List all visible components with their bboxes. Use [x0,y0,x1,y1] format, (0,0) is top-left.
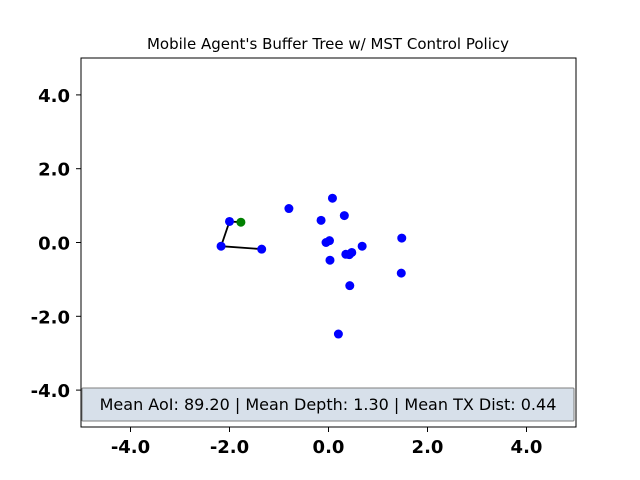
buffer-node-point [396,268,406,278]
buffer-node-point [397,233,407,243]
buffer-node-point [327,193,337,203]
x-axis: -4.0 -2.0 0.0 2.0 4.0 [111,427,543,458]
buffer-node-point [225,216,234,226]
y-tick-label: 2.0 [38,160,70,181]
y-tick-label: 0.0 [38,234,70,255]
x-tick-label: 0.0 [313,437,345,458]
buffer-node-point [316,215,326,225]
buffer-node-point [325,255,335,265]
buffer-node-point [357,241,367,251]
x-tick-label: 2.0 [412,437,444,458]
y-axis: -4.0 -2.0 0.0 2.0 4.0 [31,86,81,402]
tree-edge [221,245,262,251]
agent-point [236,217,246,227]
buffer-node-point [333,329,343,339]
x-tick-label: 4.0 [511,437,543,458]
buffer-node-point [345,281,355,291]
y-tick-label: 4.0 [38,86,70,107]
buffer-node-point [257,244,267,254]
x-tick-label: -2.0 [210,437,249,458]
info-box-background [81,387,575,422]
y-tick-label: -4.0 [31,381,70,402]
y-tick-label: -2.0 [31,307,70,328]
info-box: Mean AoI: 89.20 | Mean Depth: 1.30 | Mea… [81,387,575,422]
buffer-nodes [216,193,407,339]
chart-title: Mobile Agent's Buffer Tree w/ MST Contro… [147,35,509,53]
x-tick-label: -4.0 [111,437,150,458]
buffer-node-point [284,204,294,214]
buffer-node-point [216,241,226,251]
info-box-text: Mean AoI: 89.20 | Mean Depth: 1.30 | Mea… [100,395,557,414]
buffer-node-point [339,211,349,221]
buffer-node-point [344,250,354,260]
agent-layer [236,217,246,227]
buffer-node-point [324,236,334,246]
